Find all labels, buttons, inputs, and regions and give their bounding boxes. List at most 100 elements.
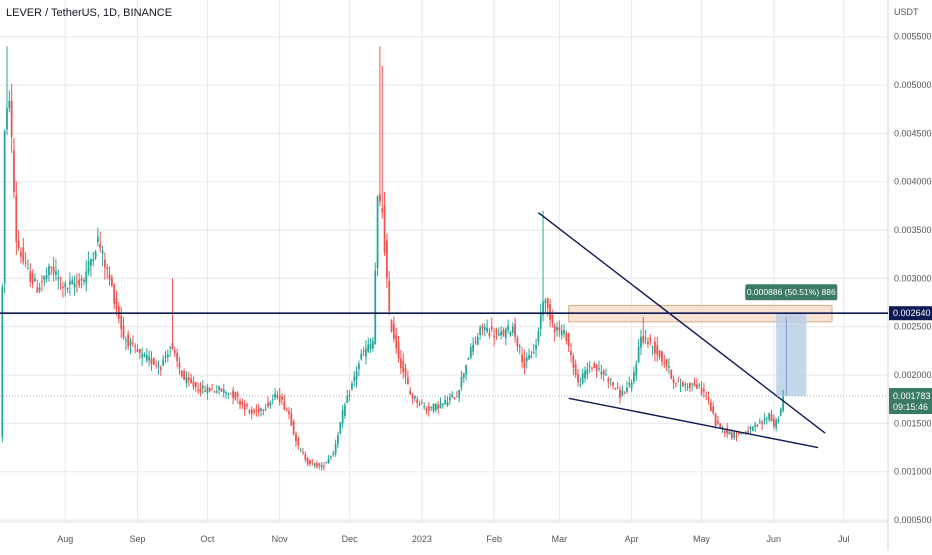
candle <box>504 328 507 339</box>
candle <box>453 397 456 399</box>
y-tick-label: 0.002000 <box>894 370 932 380</box>
candle <box>96 236 99 243</box>
candle <box>733 431 736 438</box>
candle <box>430 407 433 409</box>
candle <box>486 327 489 332</box>
candle <box>549 304 551 320</box>
candle <box>612 382 614 386</box>
candle <box>777 418 780 422</box>
candle <box>488 332 491 336</box>
y-tick-label: 0.005500 <box>894 32 932 42</box>
candle <box>693 382 696 387</box>
candles-group <box>1 46 785 471</box>
candle <box>723 430 726 434</box>
candle <box>439 403 442 408</box>
candle <box>295 433 297 442</box>
candle <box>201 385 204 389</box>
candle <box>316 463 318 468</box>
candle <box>528 355 530 360</box>
candle <box>542 301 544 315</box>
candle <box>425 408 428 411</box>
candle <box>672 378 675 384</box>
candle <box>607 378 610 382</box>
candle <box>472 344 475 352</box>
candle <box>567 333 570 347</box>
candle <box>572 355 575 368</box>
candle <box>616 387 619 389</box>
candle <box>124 340 127 342</box>
candle <box>437 404 440 409</box>
candle <box>409 390 412 395</box>
candle <box>744 431 747 433</box>
candle <box>709 401 712 412</box>
candle <box>679 385 682 387</box>
candle <box>325 462 328 464</box>
candle <box>164 356 167 358</box>
candle <box>749 426 752 430</box>
candle <box>374 270 377 345</box>
candle <box>71 279 74 285</box>
candle <box>621 390 624 397</box>
candle <box>651 346 654 348</box>
last-price-tag <box>889 388 932 415</box>
y-tick-label: 0.004500 <box>894 128 932 138</box>
candle <box>514 324 516 337</box>
candle <box>66 287 69 290</box>
candle <box>707 395 710 400</box>
x-tick-label: Apr <box>625 534 639 544</box>
candle <box>134 345 137 347</box>
candle <box>6 107 8 130</box>
candle <box>143 354 146 357</box>
y-tick-label: 0.001000 <box>894 467 932 477</box>
candle <box>276 394 279 398</box>
candle <box>24 262 27 264</box>
candle <box>668 366 670 368</box>
candle <box>376 196 379 269</box>
candle <box>479 327 482 335</box>
candle <box>630 382 633 389</box>
candle <box>546 298 549 308</box>
candle <box>45 275 48 280</box>
y-tick-label: 0.003500 <box>894 225 932 235</box>
candle <box>155 364 158 366</box>
candle <box>446 402 449 406</box>
candle <box>574 363 577 375</box>
x-tick-label: May <box>693 534 711 544</box>
candle <box>654 341 656 354</box>
candle <box>157 365 160 368</box>
y-tick-label: 0.000500 <box>894 515 932 525</box>
candle <box>358 363 360 370</box>
candle <box>735 436 738 438</box>
candle <box>199 388 202 394</box>
candle <box>318 463 321 466</box>
candle <box>700 387 703 395</box>
candle <box>257 407 260 413</box>
measure-projection-box <box>776 313 807 397</box>
candle <box>586 369 589 375</box>
candle <box>649 337 652 342</box>
candle <box>131 342 134 344</box>
candle <box>194 382 197 388</box>
candle <box>719 423 722 429</box>
candle <box>185 377 188 384</box>
candle <box>511 326 514 333</box>
candle <box>288 410 290 414</box>
chart-title: LEVER / TetherUS, 1D, BINANCE <box>6 7 173 19</box>
candle <box>92 259 95 262</box>
candle <box>500 331 503 336</box>
candle <box>101 250 104 254</box>
candle <box>516 337 519 347</box>
candle <box>234 392 237 400</box>
candle <box>388 281 391 312</box>
candle <box>544 300 547 304</box>
candle <box>213 391 216 393</box>
candle <box>465 365 468 375</box>
candle <box>351 383 353 389</box>
candle <box>62 286 64 289</box>
candle <box>337 435 339 444</box>
candle <box>476 337 479 345</box>
candle <box>677 381 680 383</box>
candle <box>381 208 384 213</box>
